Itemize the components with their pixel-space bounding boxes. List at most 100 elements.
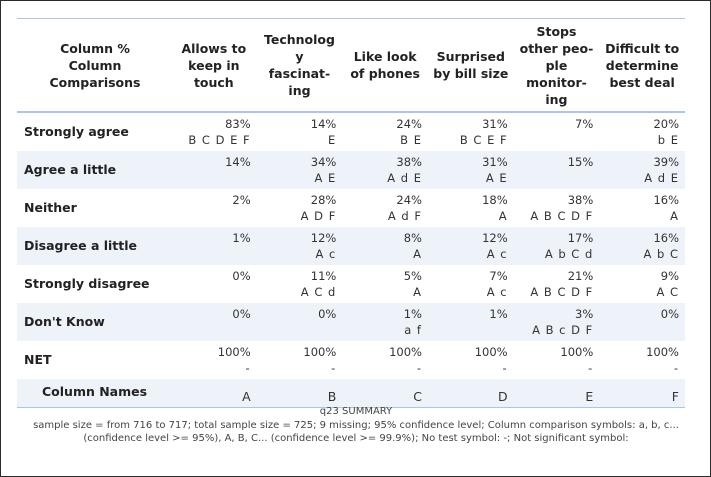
table-cell: 16% A <box>599 189 685 227</box>
table-cell: 5% A <box>342 265 428 303</box>
cell-percent: 17% <box>567 231 594 245</box>
cell-percent: 21% <box>567 269 594 283</box>
cell-percent: 20% <box>653 117 679 131</box>
cell-significance: A D F <box>300 209 337 223</box>
table-cell: 3% A B c D F <box>513 303 600 341</box>
table-cell: 28% A D F <box>257 189 343 227</box>
cell-percent: 0% <box>232 307 251 321</box>
cell-significance: A <box>498 209 508 223</box>
cell-significance <box>246 170 251 186</box>
table-cell: 0% <box>599 303 685 341</box>
row-label: Disagree a little <box>17 227 171 265</box>
table-cell: 0% <box>171 303 257 341</box>
cell-significance: A B C D F <box>530 285 594 299</box>
table-cell: 8% A <box>342 227 428 265</box>
cell-significance: A E <box>314 171 337 185</box>
cell-percent: 7% <box>489 269 508 283</box>
cell-significance: b E <box>657 133 679 147</box>
table-row: Don't Know 0% 0% 1% a f 1% 3% A B c D F 0% <box>17 303 685 341</box>
footer-note: sample size = from 716 to 717; total sam… <box>33 420 679 444</box>
table-cell: 39% A d E <box>599 151 685 189</box>
header-row: Column % Column Comparisons Allows to kee… <box>17 18 685 113</box>
cell-percent: 12% <box>482 231 508 245</box>
cell-significance: a f <box>404 323 422 337</box>
cell-significance: A C <box>656 285 679 299</box>
table-cell: 100% - <box>514 341 600 379</box>
cell-significance <box>246 208 251 224</box>
cell-percent: 31% <box>482 117 508 131</box>
table-cell: 9% A C <box>599 265 685 303</box>
table-cell: 11% A C d <box>257 265 343 303</box>
table-row: NET 100% - 100% - 100% - 100% - 100% - 100% - <box>17 341 685 379</box>
table-cell: 34% A E <box>256 151 343 189</box>
table-cell: 14% <box>171 151 257 189</box>
cell-percent: 1% <box>232 231 251 245</box>
cell-percent: 18% <box>482 193 508 207</box>
cell-percent: 38% <box>567 193 594 207</box>
cell-significance <box>332 322 337 338</box>
table-row: Disagree a little 1% 12% A c 8% A 12% A c 17% A … <box>17 227 685 265</box>
column-header-line: y <box>295 49 304 64</box>
table-cell: 24% B E <box>342 112 428 151</box>
cell-significance: A d F <box>387 209 422 223</box>
column-header-line: determine <box>605 57 679 73</box>
column-header-line: Like look <box>353 49 417 64</box>
cell-significance: A b C d <box>544 247 594 261</box>
table-cell: 12% A c <box>427 227 514 265</box>
column-letter: B <box>256 379 343 408</box>
row-label: Column Names <box>17 379 171 408</box>
column-header-e: Stops other peo-ple monitor-ing <box>513 18 600 113</box>
table-cell: 17% A b C d <box>513 227 600 265</box>
table-cell: 31% A E <box>427 151 514 189</box>
cell-significance: - <box>502 361 508 375</box>
cell-percent: 14% <box>310 117 337 131</box>
cell-percent: 7% <box>575 117 594 131</box>
cell-significance: - <box>416 361 422 375</box>
cell-significance: A <box>413 247 422 261</box>
table-cell: 0% <box>256 303 343 341</box>
table-cell: 18% A <box>428 189 514 227</box>
cell-percent: 9% <box>660 269 679 283</box>
column-header-f: Difficult to determine best deal <box>599 18 685 113</box>
table-cell: 100% - <box>257 341 343 379</box>
column-header-line: Surprised <box>436 49 505 64</box>
column-letter: D <box>427 379 514 408</box>
cell-significance: A B c D F <box>532 323 594 337</box>
column-header-line: keep in <box>188 57 240 73</box>
row-label: NET <box>24 352 52 367</box>
table-cell: 14% E <box>257 112 343 151</box>
table-cell: 100% - <box>342 341 428 379</box>
cell-significance: A E <box>485 171 508 185</box>
cell-percent: 1% <box>403 307 422 321</box>
column-header-line: Stops <box>536 23 577 39</box>
row-label: Don't Know <box>17 303 171 341</box>
cell-percent: 83% <box>225 117 251 131</box>
column-letter: C <box>342 379 428 408</box>
column-header-line: monitor- <box>526 74 587 90</box>
cell-significance <box>246 246 251 262</box>
column-letter: F <box>599 379 685 408</box>
column-header-line: of phones <box>350 66 420 81</box>
column-header-line: Allows to <box>181 40 247 56</box>
cell-significance: A b C <box>643 247 679 261</box>
cell-percent: 3% <box>575 307 594 321</box>
column-header-d: Surprised by bill size <box>427 18 514 113</box>
column-header-b: Technolog y fascinat-ing <box>256 18 343 113</box>
cell-significance: A d E <box>387 171 422 185</box>
table-row: Neither 2% 28% A D F 24% A d F 18% A 38% A B C D… <box>17 189 685 227</box>
cell-significance: B C E F <box>459 133 508 147</box>
cell-percent: 8% <box>403 231 422 245</box>
cell-significance: - <box>245 361 251 375</box>
table-cell: 0% <box>171 265 257 303</box>
row-label: Neither <box>24 200 77 215</box>
column-header-line: touch <box>193 74 234 90</box>
cell-percent: 16% <box>653 193 679 207</box>
cell-percent: 15% <box>567 155 594 169</box>
table-cell: 12% A c <box>256 227 343 265</box>
row-label: Strongly agree <box>24 124 129 139</box>
column-letter: A <box>171 379 257 408</box>
cell-percent: 0% <box>232 269 251 283</box>
cell-significance <box>589 170 594 186</box>
cell-significance <box>503 322 508 338</box>
